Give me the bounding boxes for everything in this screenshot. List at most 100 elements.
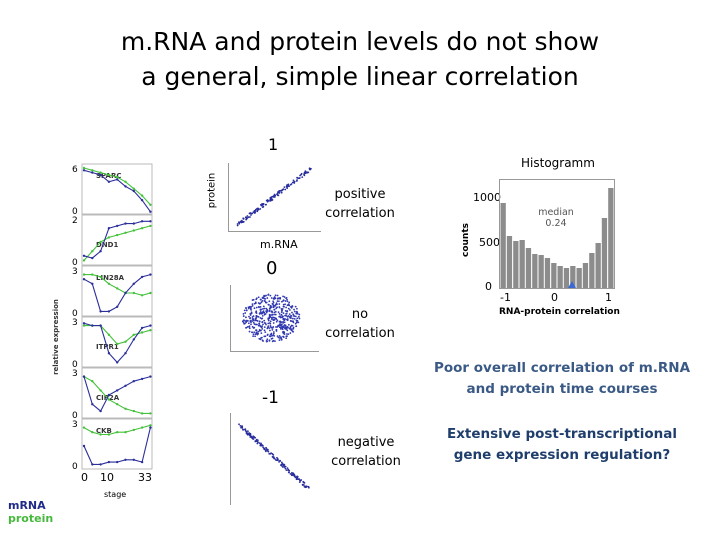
scatter-point bbox=[294, 305, 297, 308]
scatter-point bbox=[259, 317, 262, 319]
correlation-value-neg1: -1 bbox=[262, 388, 279, 408]
scatter-none bbox=[230, 285, 319, 352]
correlation-value-0: 0 bbox=[266, 258, 278, 279]
scatter-point bbox=[254, 301, 257, 304]
scatter-point bbox=[259, 325, 262, 328]
scatter-point bbox=[291, 181, 294, 184]
scatter-point bbox=[283, 319, 286, 322]
scatter-point bbox=[249, 434, 252, 437]
scatter-point bbox=[273, 311, 276, 314]
scatter-point bbox=[293, 310, 296, 313]
gene-y-tick-top: 2 bbox=[72, 216, 78, 226]
scatter-point bbox=[253, 331, 256, 334]
gene-y-tick-bottom: 0 bbox=[72, 462, 78, 472]
no-line-2: correlation bbox=[325, 326, 395, 341]
gene-name-lin28a: LIN28A bbox=[96, 274, 125, 282]
gene-name-dnd1: DND1 bbox=[96, 241, 118, 249]
scatter-point bbox=[286, 315, 289, 318]
scatter-point bbox=[289, 327, 292, 330]
scatter-point bbox=[260, 301, 263, 304]
scatter-point bbox=[251, 305, 254, 307]
title-line-1: m.RNA and protein levels do not show bbox=[120, 27, 600, 56]
scatter-point bbox=[242, 315, 245, 317]
scatter-point bbox=[292, 326, 295, 329]
scatter-point bbox=[245, 432, 248, 435]
histogram-bar bbox=[525, 248, 532, 288]
scatter-point bbox=[270, 306, 273, 308]
scatter-point bbox=[258, 337, 261, 340]
series-point bbox=[116, 287, 119, 290]
scatter-point bbox=[271, 195, 274, 198]
scatter-point bbox=[272, 322, 275, 324]
scatter-point bbox=[263, 313, 266, 316]
scatter-point bbox=[286, 184, 288, 187]
scatter-point bbox=[287, 303, 290, 306]
scatter-point bbox=[269, 325, 272, 327]
series-point bbox=[132, 380, 135, 383]
scatter-point bbox=[276, 193, 278, 196]
scatter-point bbox=[257, 305, 260, 308]
scatter-point bbox=[289, 309, 291, 311]
scatter-point bbox=[286, 333, 288, 335]
scatter-point bbox=[287, 307, 290, 310]
scatter-point bbox=[266, 449, 269, 452]
series-point bbox=[149, 424, 152, 427]
scatter-point bbox=[245, 216, 248, 219]
scatter-point bbox=[271, 314, 273, 316]
scatter-point bbox=[269, 315, 272, 318]
series-point bbox=[124, 458, 127, 461]
scatter-point bbox=[267, 293, 270, 296]
scatter-point bbox=[238, 423, 240, 426]
scatter-point bbox=[276, 300, 279, 303]
scatter-point bbox=[282, 336, 285, 338]
scatter-point bbox=[299, 174, 301, 177]
series-point bbox=[124, 222, 127, 225]
scatter-point bbox=[285, 312, 288, 315]
series-point bbox=[116, 389, 119, 392]
scatter-point bbox=[273, 316, 276, 319]
histogram-bar bbox=[519, 240, 525, 288]
scatter-point bbox=[284, 309, 287, 312]
histogram-bar bbox=[608, 188, 614, 288]
scatter-point bbox=[262, 307, 264, 310]
scatter-point bbox=[275, 328, 278, 331]
scatter-point bbox=[246, 326, 249, 328]
scatter-point bbox=[272, 301, 275, 304]
series-point bbox=[149, 273, 152, 276]
scatter-point bbox=[262, 340, 264, 342]
gene-plots-svg: 60SPARC20DND130LIN28A30ITPR130CIP2A30CKB bbox=[72, 163, 153, 472]
histogram-bar bbox=[576, 268, 582, 288]
scatter-point bbox=[263, 294, 266, 297]
series-point bbox=[140, 460, 144, 464]
scatter-point bbox=[292, 321, 295, 324]
series-point bbox=[82, 426, 86, 429]
scatter-point bbox=[295, 321, 298, 324]
series-point bbox=[82, 169, 86, 172]
scatter-point bbox=[243, 428, 246, 431]
scatter-point bbox=[270, 318, 273, 321]
gene-y-tick-bottom: 0 bbox=[72, 258, 78, 268]
scatter-point bbox=[251, 303, 254, 306]
x-tick-33: 33 bbox=[138, 471, 152, 484]
series-point bbox=[140, 294, 144, 297]
scatter-point bbox=[249, 317, 252, 319]
scatter-point bbox=[271, 453, 274, 455]
y-tick-0: 0 bbox=[485, 280, 492, 293]
scatter-point bbox=[244, 312, 247, 314]
scatter-point bbox=[284, 327, 287, 330]
series-point bbox=[91, 282, 94, 285]
scatter-point bbox=[254, 318, 257, 320]
scatter-point bbox=[282, 312, 285, 315]
scatter-point bbox=[249, 307, 252, 310]
scatter-point bbox=[250, 214, 252, 216]
series-point bbox=[132, 338, 135, 341]
counts-label: counts bbox=[461, 223, 471, 257]
scatter-point bbox=[307, 486, 310, 489]
scatter-point bbox=[278, 460, 280, 463]
scatter-point bbox=[274, 313, 277, 316]
series-point bbox=[149, 210, 152, 213]
gene-y-tick-bottom: 0 bbox=[72, 309, 78, 319]
scatter-point bbox=[259, 444, 262, 447]
scatter-point bbox=[280, 191, 283, 194]
series-point bbox=[107, 398, 111, 401]
